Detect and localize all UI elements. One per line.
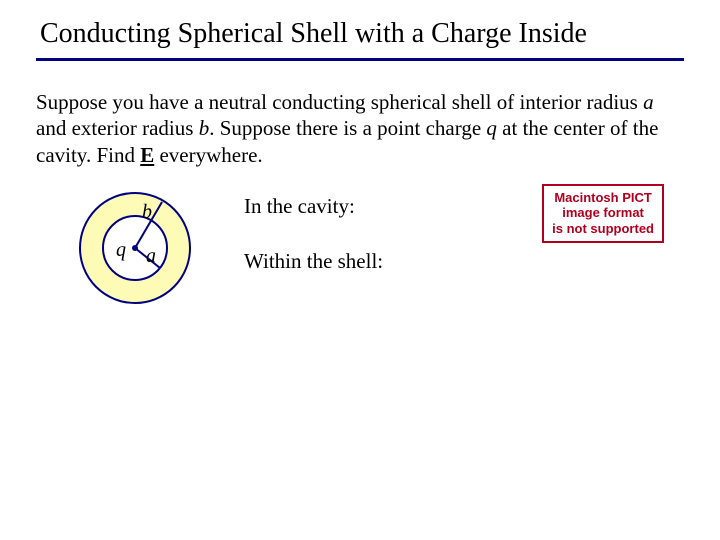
label-q: q: [116, 239, 126, 261]
title-divider: [36, 58, 684, 61]
para-mid1: and exterior radius: [36, 116, 199, 140]
para-mid2: . Suppose there is a point charge: [209, 116, 486, 140]
center-charge-dot: [132, 245, 138, 251]
pict-line2: image format: [552, 205, 654, 221]
shell-svg: b a q: [60, 188, 220, 318]
var-q: q: [486, 116, 497, 140]
label-a: a: [146, 245, 156, 267]
problem-statement: Suppose you have a neutral conducting sp…: [36, 89, 684, 168]
pict-line3: is not supported: [552, 221, 654, 237]
label-b: b: [142, 201, 152, 223]
var-a: a: [643, 90, 654, 114]
var-E: E: [140, 143, 154, 167]
pict-line1: Macintosh PICT: [552, 190, 654, 206]
within-shell-label: Within the shell:: [244, 249, 684, 274]
shell-diagram: b a q: [36, 188, 236, 318]
slide-title: Conducting Spherical Shell with a Charge…: [36, 18, 684, 50]
var-b: b: [199, 116, 210, 140]
para-pre-a: Suppose you have a neutral conducting sp…: [36, 90, 643, 114]
para-post: everywhere.: [154, 143, 262, 167]
pict-error-box: Macintosh PICT image format is not suppo…: [542, 184, 664, 243]
